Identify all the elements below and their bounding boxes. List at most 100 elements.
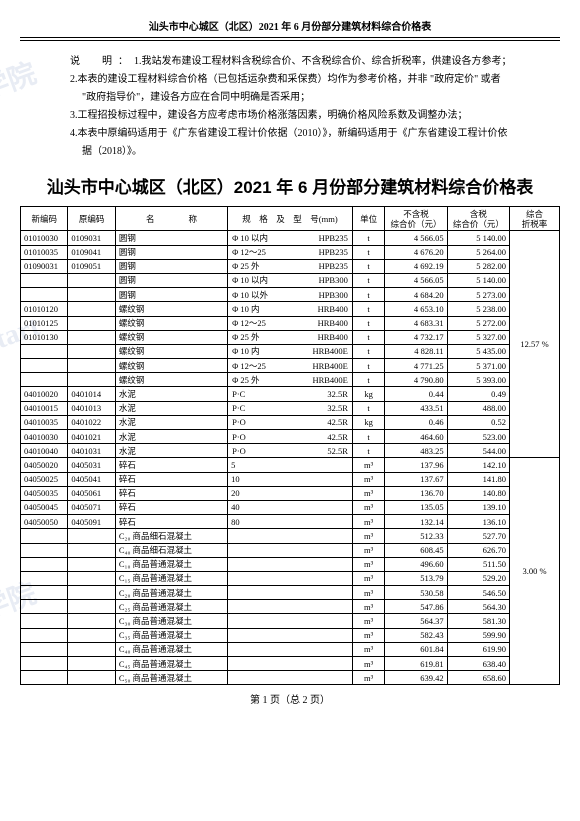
table-cell: 547.86 [385, 600, 447, 614]
table-row: 040100350401022水泥P·O42.5Rkg0.460.52 [21, 415, 560, 429]
table-cell: 5 273.00 [447, 288, 509, 302]
table-cell: 137.67 [385, 472, 447, 486]
note-2b: "政府指导价"，建设各方应在合同中明确是否采用； [24, 89, 560, 107]
table-cell: Φ 12～25HRB400 [228, 316, 353, 330]
table-cell [68, 557, 115, 571]
table-cell: 水泥 [115, 387, 227, 401]
table-cell: C₄₀ 商品普通混凝土 [115, 642, 227, 656]
col-oldcode: 原编码 [68, 207, 115, 231]
table-cell: t [352, 273, 384, 287]
table-cell: 01010035 [21, 245, 68, 259]
table-cell: 137.96 [385, 458, 447, 472]
table-cell [68, 288, 115, 302]
table-cell: t [352, 330, 384, 344]
table-cell: 530.58 [385, 586, 447, 600]
table-row: 010100350109041圆钢Φ 12～25HPB235t4 676.205… [21, 245, 560, 259]
table-cell: 4 566.05 [385, 231, 447, 245]
table-cell: 5 272.00 [447, 316, 509, 330]
notes-label: 说 明： [70, 53, 134, 71]
table-cell [68, 600, 115, 614]
table-cell [228, 529, 353, 543]
table-cell: 圆钢 [115, 259, 227, 273]
table-cell: 0401022 [68, 415, 115, 429]
table-cell: t [352, 444, 384, 458]
table-cell: P·O42.5R [228, 430, 353, 444]
table-cell [68, 614, 115, 628]
table-cell: 5 238.00 [447, 302, 509, 316]
table-cell: 619.81 [385, 657, 447, 671]
table-cell: C₄₅ 商品普通混凝土 [115, 657, 227, 671]
table-cell: 464.60 [385, 430, 447, 444]
table-cell: 01010125 [21, 316, 68, 330]
table-cell: 80 [228, 515, 353, 529]
table-cell [21, 657, 68, 671]
table-cell: 142.10 [447, 458, 509, 472]
col-spec: 规 格 及 型 号(mm) [228, 207, 353, 231]
table-cell [21, 642, 68, 656]
table-cell [21, 571, 68, 585]
table-cell: 527.70 [447, 529, 509, 543]
table-cell [68, 273, 115, 287]
table-cell: 20 [228, 486, 353, 500]
table-cell: 564.30 [447, 600, 509, 614]
table-row: 螺纹钢Φ 12～25HRB400Et4 771.255 371.00 [21, 359, 560, 373]
table-cell [21, 600, 68, 614]
table-cell [68, 359, 115, 373]
table-row: 01010130螺纹钢Φ 25 外HRB400t4 732.175 327.00 [21, 330, 560, 344]
table-cell: 488.00 [447, 401, 509, 415]
table-cell: m³ [352, 486, 384, 500]
table-cell: P·C32.5R [228, 387, 353, 401]
table-cell [68, 344, 115, 358]
table-cell: Φ 10 以外HPB300 [228, 288, 353, 302]
table-cell: 546.50 [447, 586, 509, 600]
table-cell: 04050020 [21, 458, 68, 472]
table-cell [228, 571, 353, 585]
table-cell: C₃₀ 商品普通混凝土 [115, 614, 227, 628]
note-1: 1.我站发布建设工程材料含税综合价、不含税综合价、综合折税率，供建设各方参考； [134, 56, 512, 67]
table-cell [228, 614, 353, 628]
table-cell: 136.10 [447, 515, 509, 529]
table-cell [68, 657, 115, 671]
table-cell: 0401013 [68, 401, 115, 415]
col-price-tax: 含税综合价（元） [447, 207, 509, 231]
table-cell: 140.80 [447, 486, 509, 500]
table-row: C₂₅ 商品普通混凝土m³547.86564.30 [21, 600, 560, 614]
table-cell: m³ [352, 458, 384, 472]
table-cell: 4 566.05 [385, 273, 447, 287]
table-row: 圆钢Φ 10 以内HPB300t4 566.055 140.00 [21, 273, 560, 287]
table-cell: 40 [228, 500, 353, 514]
table-cell [68, 373, 115, 387]
table-cell: t [352, 316, 384, 330]
table-row: C₅₀ 商品普通混凝土m³639.42658.60 [21, 671, 560, 685]
table-cell: 04050050 [21, 515, 68, 529]
table-cell: m³ [352, 472, 384, 486]
table-row: C₄₀ 商品细石混凝土m³608.45626.70 [21, 543, 560, 557]
table-cell [68, 543, 115, 557]
table-cell: 水泥 [115, 430, 227, 444]
table-cell: t [352, 359, 384, 373]
table-cell: C₁₀ 商品普通混凝土 [115, 557, 227, 571]
col-price-notax: 不含税综合价（元） [385, 207, 447, 231]
table-cell: Φ 25 外HRB400E [228, 373, 353, 387]
table-cell: t [352, 401, 384, 415]
table-cell: 5 140.00 [447, 273, 509, 287]
table-cell [228, 628, 353, 642]
table-cell: C₃₅ 商品普通混凝土 [115, 628, 227, 642]
table-cell: m³ [352, 571, 384, 585]
table-cell [21, 359, 68, 373]
table-cell [21, 557, 68, 571]
table-cell: 5 [228, 458, 353, 472]
table-cell: 01090031 [21, 259, 68, 273]
table-cell: 0405091 [68, 515, 115, 529]
page-header: 汕头市中心城区（北区）2021 年 6 月份部分建筑材料综合价格表 [20, 18, 560, 38]
table-cell: t [352, 245, 384, 259]
table-cell: kg [352, 415, 384, 429]
table-cell: 螺纹钢 [115, 359, 227, 373]
table-cell: 0109051 [68, 259, 115, 273]
table-cell: 523.00 [447, 430, 509, 444]
table-cell: Φ 10 以内HPB235 [228, 231, 353, 245]
table-cell: Φ 12～25HPB235 [228, 245, 353, 259]
table-cell: 4 828.11 [385, 344, 447, 358]
table-cell: 433.51 [385, 401, 447, 415]
table-row: 040100150401013水泥P·C32.5Rt433.51488.00 [21, 401, 560, 415]
